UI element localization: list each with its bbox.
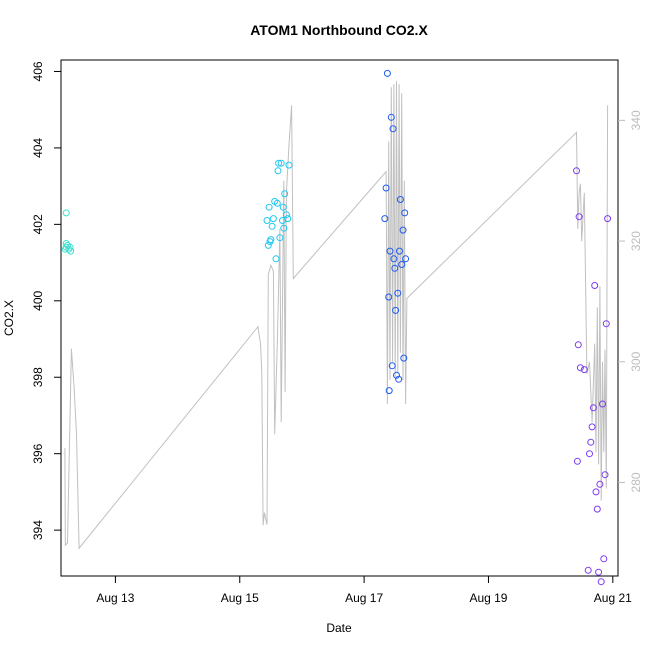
y-axis-left: 394 396 398 400 402 404 406 (31, 61, 61, 540)
y-tick-label-right: 300 (629, 351, 643, 371)
data-point (596, 480, 604, 488)
data-point (390, 255, 398, 263)
y-tick-label-left: 406 (31, 61, 45, 81)
data-point (395, 375, 403, 383)
data-point (280, 224, 288, 232)
data-point (62, 209, 70, 217)
data-point (573, 167, 580, 175)
data-point (265, 203, 273, 211)
data-point (573, 457, 581, 465)
series-4 (573, 167, 612, 586)
data-point (589, 404, 597, 412)
data-point (576, 364, 584, 372)
x-tick-label: Aug 21 (594, 591, 632, 605)
series-1 (61, 209, 75, 255)
data-point (601, 471, 609, 479)
chart-title: ATOM1 Northbound CO2.X (250, 22, 428, 38)
data-point (383, 69, 391, 77)
data-point (400, 354, 408, 362)
data-point (391, 264, 399, 272)
y-axis-label: CO2.X (2, 300, 16, 336)
data-point (274, 167, 282, 175)
data-point (285, 161, 293, 169)
data-point (387, 113, 395, 121)
data-point (264, 241, 272, 249)
y-tick-label-left: 394 (31, 520, 45, 540)
data-point (586, 450, 593, 458)
data-point (587, 438, 595, 446)
data-point (281, 190, 289, 198)
data-point (385, 293, 393, 301)
y-tick-label-left: 400 (31, 290, 45, 310)
plot-frame (60, 59, 619, 577)
data-point (592, 488, 600, 496)
data-point (399, 226, 407, 234)
data-point (392, 306, 400, 314)
x-tick-label: Aug 15 (221, 591, 259, 605)
y-tick-label-left: 402 (31, 214, 45, 234)
data-point (263, 217, 271, 224)
x-tick-label: Aug 19 (469, 591, 507, 605)
data-point (396, 196, 404, 203)
data-point (386, 247, 394, 255)
data-point (591, 282, 599, 289)
data-point (588, 423, 596, 431)
data-point (66, 243, 74, 251)
data-point (402, 255, 410, 263)
data-point (269, 215, 277, 223)
data-point (276, 234, 284, 242)
data-point (284, 215, 292, 223)
data-point (382, 184, 390, 192)
data-point (396, 247, 403, 255)
data-point (401, 209, 409, 217)
data-point (599, 400, 606, 408)
data-point (389, 125, 397, 133)
data-point (398, 261, 406, 268)
data-point (385, 387, 393, 395)
y-tick-label-left: 398 (31, 367, 45, 387)
data-point (602, 320, 610, 328)
y-tick-label-right: 340 (629, 110, 643, 130)
data-point (388, 362, 396, 370)
y-axis-right: 280 300 320 340 (618, 110, 643, 492)
x-tick-label: Aug 13 (96, 591, 134, 605)
y-tick-label-left: 404 (31, 138, 45, 158)
series-2 (263, 159, 293, 263)
data-point (580, 366, 588, 374)
y-tick-label-right: 320 (629, 231, 643, 251)
data-point (381, 215, 389, 223)
series-3 (381, 69, 410, 395)
data-point (65, 245, 73, 253)
data-point (279, 203, 287, 211)
data-point (575, 213, 583, 221)
data-point (600, 555, 608, 563)
data-point (61, 245, 69, 253)
x-tick-label: Aug 17 (345, 591, 383, 605)
data-point (282, 211, 290, 219)
y-tick-label-left: 396 (31, 443, 45, 463)
points-layer (61, 69, 612, 586)
data-point (393, 371, 400, 379)
line-series (64, 81, 609, 550)
data-point (273, 199, 281, 207)
line-series-layer (64, 81, 609, 550)
data-point (272, 255, 280, 263)
data-point (277, 159, 285, 167)
data-point (593, 505, 601, 513)
data-point (574, 341, 582, 349)
data-point (595, 568, 603, 576)
x-axis-label: Date (326, 621, 352, 635)
data-point (267, 236, 275, 244)
y-tick-label-right: 280 (629, 472, 643, 492)
data-point (268, 222, 276, 230)
data-point (604, 215, 612, 223)
data-point (394, 289, 402, 297)
data-point (275, 159, 283, 167)
data-point (584, 566, 592, 574)
data-point (597, 578, 605, 586)
x-axis: Aug 13 Aug 15 Aug 17 Aug 19 Aug 21 (96, 576, 632, 605)
